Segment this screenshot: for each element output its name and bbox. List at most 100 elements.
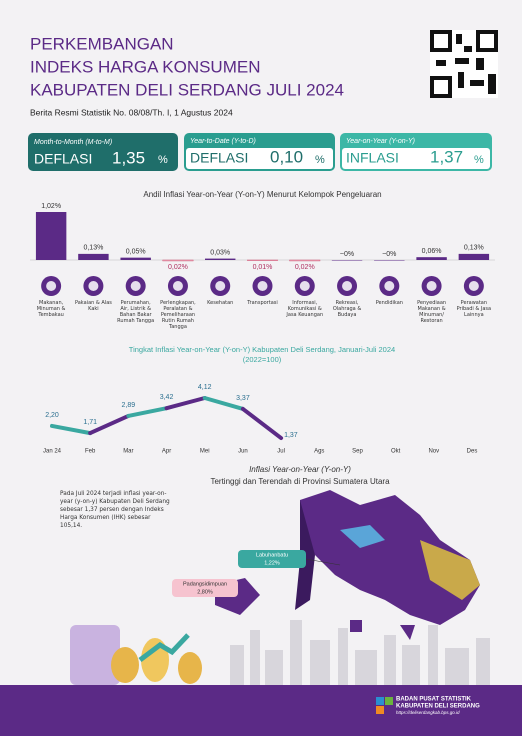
category-label: Pendidikan <box>375 300 403 306</box>
callout-name: Padangsidimpuan <box>183 581 227 587</box>
x-tick-label: Jun <box>238 449 248 455</box>
bar <box>78 253 109 260</box>
value-label: ~0% <box>382 251 396 258</box>
x-tick-label: Des <box>467 449 478 455</box>
value-label: ~0% <box>340 251 354 258</box>
category-label: Rekreasi, Olahraga & Budaya <box>332 300 362 318</box>
category-icon-inner <box>342 281 353 291</box>
card: Month-to-Month (M-to-M) DEFLASI 1,35 % <box>28 133 178 171</box>
value-label: 1,37 <box>284 432 298 439</box>
value-label: 0,02% <box>168 264 188 271</box>
footer-region: KABUPATEN DELI SERDANG <box>396 704 480 710</box>
value-label: 1,02% <box>41 203 61 210</box>
skyline <box>230 620 490 685</box>
x-tick-label: Okt <box>391 449 401 455</box>
coins-illustration <box>70 625 202 685</box>
category-label: Perlengkapan, Peralatan & Pemeliharaan R… <box>160 300 196 330</box>
category-label: Informasi, Komunikasi & Jasa Keuangan <box>286 300 324 318</box>
callout-box <box>172 579 238 597</box>
value-label: 0,01% <box>253 264 273 271</box>
category-icon-inner <box>130 281 141 291</box>
x-tick-label: Jan 24 <box>43 449 62 455</box>
line-segment <box>202 396 245 411</box>
category-label: Penyediaan Makanan & Minuman/ Restoran <box>417 300 447 324</box>
bar <box>35 212 67 260</box>
category-icon-inner <box>384 281 395 291</box>
value-label: 0,06% <box>422 248 442 255</box>
card-value: 0,10 <box>270 147 303 166</box>
value-label: 0,13% <box>464 245 484 252</box>
x-tick-label: Feb <box>85 449 96 455</box>
value-label: 4,12 <box>198 384 212 391</box>
footer-band <box>0 685 522 736</box>
card-kind: DEFLASI <box>34 151 92 167</box>
x-tick-label: Apr <box>162 449 171 455</box>
map <box>215 490 480 640</box>
category-icon-inner <box>426 281 437 291</box>
category-label: Transportasi <box>247 300 278 306</box>
bar <box>205 258 236 260</box>
category-icon-inner <box>468 281 479 291</box>
bar <box>162 259 194 262</box>
card-period: Year-on-Year (Y-on-Y) <box>346 138 415 145</box>
line-segment <box>88 413 131 436</box>
value-label: 0,13% <box>83 245 103 252</box>
map-subtitle: Tertinggi dan Terendah di Provinsi Sumat… <box>210 477 390 486</box>
card-unit: % <box>158 154 168 166</box>
card-unit: % <box>474 154 484 166</box>
card-value: 1,35 <box>112 148 145 167</box>
card: Year-to-Date (Y-to-D) DEFLASI 0,10 % <box>184 133 335 171</box>
callout-line <box>305 558 341 566</box>
value-label: 1,71 <box>83 419 97 426</box>
value-label: 3,37 <box>236 395 250 402</box>
release: Berita Resmi Statistik No. 08/08/Th. I, … <box>30 107 233 117</box>
value-label: 0,03% <box>210 249 230 256</box>
category-icon-inner <box>172 281 183 291</box>
category-label: Perumahan, Air, Listrik & Bahan Bakar Ru… <box>117 300 155 324</box>
x-tick-label: Jul <box>277 449 285 455</box>
map-title: Inflasi Year-on-Year (Y-on-Y) <box>249 465 351 474</box>
category-icon-inner <box>88 281 99 291</box>
line-segment <box>240 406 284 441</box>
category-icon-inner <box>215 281 226 291</box>
card-period: Month-to-Month (M-to-M) <box>34 139 112 146</box>
bar <box>458 253 490 260</box>
x-tick-label: Mar <box>123 449 133 455</box>
card-unit: % <box>315 154 325 166</box>
chart-title: Andil Inflasi Year-on-Year (Y-on-Y) Menu… <box>143 190 381 199</box>
category-icon-inner <box>257 281 268 291</box>
bar <box>331 260 363 261</box>
card-kind: DEFLASI <box>190 150 248 166</box>
callout-box <box>238 550 306 568</box>
footer-url: https://deliserdangkab.bps.go.id <box>396 710 460 715</box>
line-segment <box>126 406 169 418</box>
bar <box>374 260 405 261</box>
title-line: KABUPATEN DELI SERDANG JULI 2024 <box>30 80 344 99</box>
bar <box>289 259 321 262</box>
qr-code <box>430 30 498 98</box>
bar <box>120 257 151 260</box>
title-line: PERKEMBANGAN <box>30 34 174 53</box>
category-label: Pakaian & Alas Kaki <box>74 300 112 312</box>
x-tick-label: Mei <box>200 449 210 455</box>
value-label: 0,05% <box>126 248 146 255</box>
bar <box>247 259 278 261</box>
chart-subtitle: (2022=100) <box>243 355 282 364</box>
category-label: Kesehatan <box>207 300 234 306</box>
x-tick-label: Sep <box>352 449 363 455</box>
bar <box>416 257 447 260</box>
value-label: 0,02% <box>295 264 315 271</box>
card-value: 1,37 <box>430 147 463 166</box>
value-label: 2,20 <box>45 412 59 419</box>
x-tick-label: Nov <box>428 449 439 455</box>
line-segment <box>164 396 207 411</box>
value-label: 3,42 <box>160 394 174 401</box>
category-icon-inner <box>46 281 57 291</box>
bps-logo <box>376 697 393 714</box>
callout-value: 1,22% <box>264 560 280 566</box>
card: Year-on-Year (Y-on-Y) INFLASI 1,37 % <box>340 133 492 171</box>
category-label: Makanan, Minuman & Tembakau <box>36 300 66 318</box>
card-period: Year-to-Date (Y-to-D) <box>190 138 256 145</box>
